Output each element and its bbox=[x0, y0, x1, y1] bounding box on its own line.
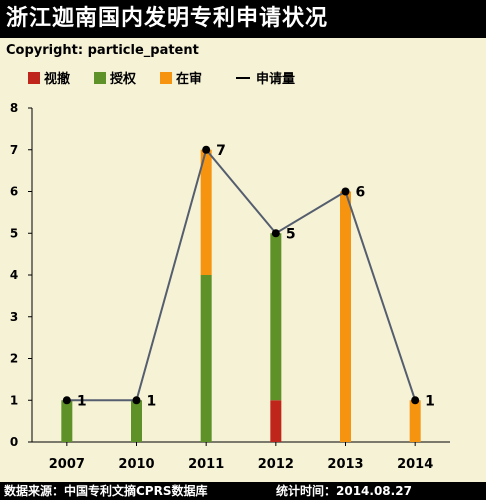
applications-point bbox=[202, 145, 211, 154]
legend-label-granted: 授权 bbox=[110, 72, 137, 87]
bar-pending bbox=[340, 191, 351, 442]
stat-time: 统计时间：2014.08.27 bbox=[276, 484, 412, 498]
x-tick-label: 2011 bbox=[188, 457, 224, 472]
applications-point bbox=[341, 187, 350, 196]
applications-data-label: 1 bbox=[77, 393, 87, 409]
x-tick-label: 2007 bbox=[49, 457, 85, 472]
bar-granted bbox=[61, 400, 73, 442]
axes: 0 1 2 3 4 5 6 7 8 2007 2010 2011 2012 2013 2014 bbox=[10, 101, 450, 472]
applications-data-label: 7 bbox=[216, 143, 226, 159]
data-labels: 1 1 7 5 6 1 bbox=[77, 143, 435, 410]
y-tick-label: 1 bbox=[10, 393, 18, 407]
legend-item-pending: 在审 bbox=[160, 70, 202, 90]
y-tick-label: 6 bbox=[10, 185, 18, 199]
applications-data-label: 6 bbox=[356, 185, 366, 201]
legend-label-applications: 申请量 bbox=[256, 72, 296, 87]
y-tick-label: 4 bbox=[10, 268, 18, 282]
legend: 视撤 授权 在审 申请量 bbox=[0, 70, 486, 90]
bar-granted bbox=[270, 233, 282, 401]
applications-point bbox=[132, 396, 141, 405]
bars bbox=[61, 149, 421, 442]
applications-point bbox=[271, 229, 280, 238]
chart-plot: 0 1 2 3 4 5 6 7 8 2007 2010 2011 2012 2013 2014 1 1 7 5 6 1 bbox=[10, 101, 450, 472]
x-tick-label: 2012 bbox=[258, 457, 294, 472]
bar-granted bbox=[131, 400, 142, 442]
bar-pending bbox=[200, 149, 212, 275]
applications-point bbox=[62, 396, 71, 405]
applications-polyline bbox=[66, 147, 417, 402]
x-tick-label: 2014 bbox=[397, 457, 433, 472]
applications-data-label: 5 bbox=[286, 226, 296, 242]
y-tick-label: 0 bbox=[10, 435, 18, 449]
bar-withdrawn bbox=[270, 400, 282, 442]
copyright-text: Copyright: particle_patent bbox=[6, 43, 199, 58]
legend-item-granted: 授权 bbox=[94, 70, 136, 90]
applications-line bbox=[62, 145, 420, 405]
applications-data-label: 1 bbox=[425, 393, 435, 409]
x-tick-label: 2013 bbox=[327, 457, 363, 472]
y-tick-label: 2 bbox=[10, 352, 18, 366]
bar-pending bbox=[409, 400, 421, 442]
footer: 数据来源：中国专利文摘CPRS数据库 统计时间：2014.08.27 bbox=[0, 482, 486, 500]
y-tick-label: 5 bbox=[10, 226, 18, 240]
withdrawn-swatch bbox=[28, 72, 40, 84]
y-tick-label: 3 bbox=[10, 310, 18, 324]
applications-line-swatch bbox=[236, 77, 250, 79]
chart-title: 浙江迦南国内发明专利申请状况 bbox=[0, 0, 486, 38]
y-tick-label: 7 bbox=[10, 143, 18, 157]
legend-label-withdrawn: 视撤 bbox=[44, 72, 71, 87]
pending-swatch bbox=[160, 72, 172, 84]
legend-label-pending: 在审 bbox=[176, 72, 203, 87]
data-source: 数据来源：中国专利文摘CPRS数据库 bbox=[4, 484, 208, 498]
y-tick-label: 8 bbox=[10, 101, 18, 115]
legend-item-applications: 申请量 bbox=[236, 70, 295, 90]
applications-point bbox=[411, 396, 420, 405]
bar-granted bbox=[200, 275, 212, 442]
x-tick-label: 2010 bbox=[118, 457, 154, 472]
legend-item-withdrawn: 视撤 bbox=[28, 70, 70, 90]
granted-swatch bbox=[94, 72, 106, 84]
applications-data-label: 1 bbox=[147, 393, 157, 409]
